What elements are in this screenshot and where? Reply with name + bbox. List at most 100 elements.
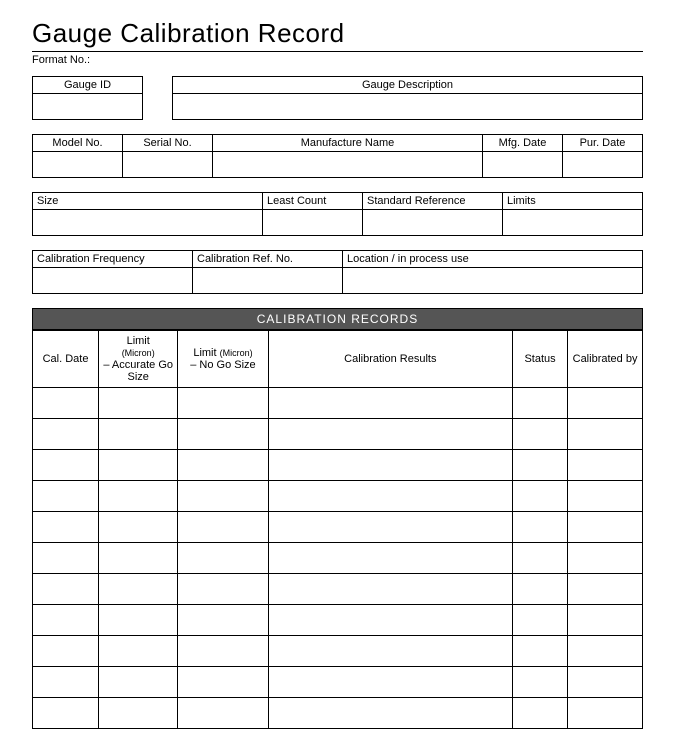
record-cell[interactable]	[568, 419, 643, 450]
record-cell[interactable]	[33, 450, 99, 481]
record-cell[interactable]	[33, 636, 99, 667]
table-row	[33, 512, 643, 543]
record-cell[interactable]	[178, 419, 268, 450]
record-cell[interactable]	[99, 667, 178, 698]
record-cell[interactable]	[178, 605, 268, 636]
record-cell[interactable]	[568, 512, 643, 543]
record-cell[interactable]	[268, 388, 512, 419]
record-cell[interactable]	[568, 543, 643, 574]
record-cell[interactable]	[99, 419, 178, 450]
record-cell[interactable]	[513, 512, 568, 543]
size-value[interactable]	[33, 210, 263, 236]
record-cell[interactable]	[568, 481, 643, 512]
record-cell[interactable]	[178, 636, 268, 667]
record-cell[interactable]	[33, 667, 99, 698]
record-cell[interactable]	[268, 574, 512, 605]
least-count-value[interactable]	[263, 210, 363, 236]
record-cell[interactable]	[99, 481, 178, 512]
record-cell[interactable]	[99, 450, 178, 481]
record-cell[interactable]	[568, 574, 643, 605]
record-cell[interactable]	[568, 667, 643, 698]
cal-freq-label: Calibration Frequency	[33, 251, 193, 268]
table-row	[33, 450, 643, 481]
record-cell[interactable]	[513, 419, 568, 450]
std-ref-value[interactable]	[363, 210, 503, 236]
record-cell[interactable]	[178, 574, 268, 605]
location-value[interactable]	[343, 268, 643, 294]
table-row	[33, 543, 643, 574]
record-cell[interactable]	[99, 388, 178, 419]
record-cell[interactable]	[268, 419, 512, 450]
record-cell[interactable]	[178, 450, 268, 481]
record-cell[interactable]	[513, 698, 568, 729]
serial-no-label: Serial No.	[123, 135, 213, 152]
record-cell[interactable]	[99, 574, 178, 605]
record-cell[interactable]	[568, 450, 643, 481]
format-no-label: Format No.:	[32, 54, 643, 66]
record-cell[interactable]	[33, 574, 99, 605]
record-cell[interactable]	[568, 636, 643, 667]
record-cell[interactable]	[268, 636, 512, 667]
record-cell[interactable]	[568, 698, 643, 729]
page: Gauge Calibration Record Format No.: Gau…	[0, 0, 675, 749]
record-cell[interactable]	[178, 667, 268, 698]
title-rule	[32, 51, 643, 52]
record-cell[interactable]	[99, 512, 178, 543]
record-cell[interactable]	[268, 605, 512, 636]
record-cell[interactable]	[268, 543, 512, 574]
model-no-value[interactable]	[33, 152, 123, 178]
record-cell[interactable]	[33, 698, 99, 729]
table-row	[33, 698, 643, 729]
record-cell[interactable]	[33, 512, 99, 543]
record-cell[interactable]	[268, 450, 512, 481]
calibration-meta-table: Calibration Frequency Calibration Ref. N…	[32, 250, 643, 294]
record-cell[interactable]	[513, 543, 568, 574]
mfg-date-value[interactable]	[483, 152, 563, 178]
gauge-id-table: Gauge ID Gauge Description	[32, 76, 643, 120]
record-cell[interactable]	[178, 698, 268, 729]
record-cell[interactable]	[33, 419, 99, 450]
record-cell[interactable]	[513, 481, 568, 512]
record-cell[interactable]	[178, 512, 268, 543]
col-limit-go-l1: Limit	[127, 335, 150, 347]
cal-freq-value[interactable]	[33, 268, 193, 294]
gauge-desc-value[interactable]	[173, 94, 643, 120]
mfr-name-value[interactable]	[213, 152, 483, 178]
table-row	[33, 388, 643, 419]
record-cell[interactable]	[268, 512, 512, 543]
record-cell[interactable]	[33, 481, 99, 512]
record-cell[interactable]	[513, 667, 568, 698]
serial-no-value[interactable]	[123, 152, 213, 178]
pur-date-value[interactable]	[563, 152, 643, 178]
record-cell[interactable]	[268, 481, 512, 512]
record-cell[interactable]	[568, 605, 643, 636]
records-header: CALIBRATION RECORDS	[32, 308, 643, 330]
mfr-name-label: Manufacture Name	[213, 135, 483, 152]
record-cell[interactable]	[178, 388, 268, 419]
record-cell[interactable]	[99, 605, 178, 636]
record-cell[interactable]	[568, 388, 643, 419]
record-cell[interactable]	[513, 450, 568, 481]
record-cell[interactable]	[268, 667, 512, 698]
record-cell[interactable]	[268, 698, 512, 729]
record-cell[interactable]	[99, 698, 178, 729]
record-cell[interactable]	[513, 636, 568, 667]
record-cell[interactable]	[99, 636, 178, 667]
table-row	[33, 574, 643, 605]
record-cell[interactable]	[178, 543, 268, 574]
gauge-id-value[interactable]	[33, 94, 143, 120]
record-cell[interactable]	[33, 605, 99, 636]
record-cell[interactable]	[99, 543, 178, 574]
record-cell[interactable]	[33, 543, 99, 574]
limits-value[interactable]	[503, 210, 643, 236]
record-cell[interactable]	[33, 388, 99, 419]
record-cell[interactable]	[513, 388, 568, 419]
cal-ref-value[interactable]	[193, 268, 343, 294]
record-cell[interactable]	[178, 481, 268, 512]
size-label: Size	[33, 193, 263, 210]
record-cell[interactable]	[513, 574, 568, 605]
col-cal-date: Cal. Date	[33, 331, 99, 388]
gauge-id-label: Gauge ID	[33, 77, 143, 94]
record-cell[interactable]	[513, 605, 568, 636]
table-row	[33, 605, 643, 636]
